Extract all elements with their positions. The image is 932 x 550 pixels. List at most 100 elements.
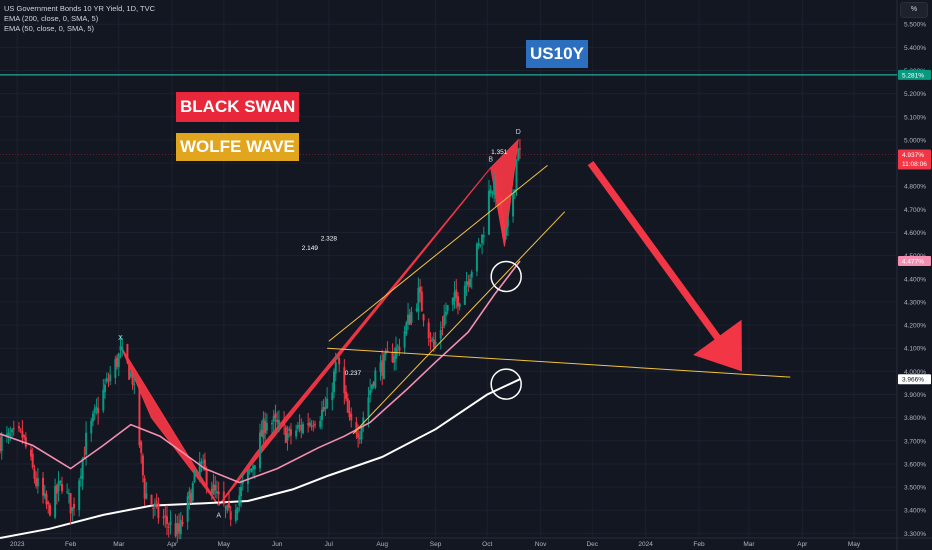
candle-body <box>78 480 81 510</box>
candle-body <box>512 193 515 217</box>
candle-body <box>150 494 153 506</box>
candle-body <box>157 502 160 519</box>
candle-body <box>410 311 413 323</box>
candle-body <box>458 303 461 307</box>
candle-body <box>362 417 365 426</box>
candle-body <box>116 357 119 367</box>
candle-body <box>481 234 484 244</box>
wolfe-wave-label[interactable]: WOLFE WAVE <box>176 133 299 161</box>
black-swan-ab-triangle[interactable] <box>218 167 492 506</box>
candle-body <box>24 437 27 447</box>
ema50-legend[interactable]: EMA (50, close, 0, SMA, 5) <box>4 24 95 33</box>
candle-body <box>381 360 384 376</box>
candle-body <box>81 458 84 480</box>
candle-body <box>396 345 399 347</box>
candle-body <box>179 519 182 535</box>
candle-body <box>453 292 456 302</box>
candle-body <box>169 521 172 526</box>
current-price-tag-bg <box>898 149 931 170</box>
pivot-label-b: B <box>488 157 493 164</box>
candle-body <box>188 490 191 499</box>
candle-body <box>23 435 26 438</box>
candle-body <box>314 423 317 425</box>
candle-body <box>451 297 454 305</box>
candle-body <box>73 504 76 509</box>
candle-body <box>93 408 96 414</box>
pivot-labels: X A B D <box>118 129 521 520</box>
candle-body <box>515 160 518 191</box>
candle-body <box>214 485 217 491</box>
candle-body <box>79 476 82 479</box>
wolfe-line-3[interactable] <box>327 347 791 378</box>
candle-body <box>190 493 193 504</box>
x-tick-label: Apr <box>797 541 808 548</box>
candle-body <box>443 315 446 327</box>
x-tick-label: 2023 <box>10 541 25 548</box>
candle-body <box>0 435 3 451</box>
wolfe-wave-lines[interactable] <box>327 164 791 435</box>
candle-body <box>129 372 132 377</box>
x-tick-label: Dec <box>586 541 598 548</box>
candle-body <box>166 516 169 524</box>
candle-body <box>419 286 422 293</box>
x-tick-label: Oct <box>482 541 492 548</box>
price-tags: 5.281% 4.937% 11:08:06 4.477% 3.966% <box>898 69 931 385</box>
candle-body <box>407 314 410 324</box>
highlight-circle-2[interactable] <box>490 368 522 400</box>
candle-body <box>517 148 520 161</box>
candle-body <box>302 424 305 434</box>
candle-body <box>398 346 401 351</box>
candle-body <box>155 501 158 503</box>
candle-body <box>277 420 280 425</box>
candle-body <box>7 432 10 436</box>
candle-body <box>205 469 208 487</box>
x-tick-label: 2024 <box>638 541 653 548</box>
candle-body <box>114 359 117 379</box>
black-swan-bd-triangle[interactable] <box>490 138 519 247</box>
down-arrow[interactable] <box>587 161 742 372</box>
x-tick-labels: 2023 Feb Mar Apr May Jun Jul Aug Sep Oct Nov Dec 202… <box>10 541 861 548</box>
wolfe-line-1[interactable] <box>328 164 548 342</box>
candle-body <box>374 370 377 388</box>
candle-body <box>67 493 70 495</box>
wolfe-line-2[interactable] <box>352 211 566 435</box>
candle-body <box>258 432 261 469</box>
target-arrow[interactable] <box>587 161 742 372</box>
candle-body <box>248 469 251 471</box>
black-swan-label[interactable]: BLACK SWAN <box>176 92 300 122</box>
black-swan-xa-triangle[interactable] <box>120 345 220 506</box>
percent-scale-button[interactable]: % <box>900 2 928 18</box>
candle-body <box>200 462 203 464</box>
highlight-circles[interactable] <box>490 260 522 400</box>
candle-body <box>57 481 60 492</box>
candle-body <box>429 340 432 342</box>
current-price-tag: 4.937% <box>902 152 924 159</box>
candle-body <box>394 347 397 359</box>
candle-body <box>198 461 201 476</box>
chart-title[interactable]: US Government Bonds 10 YR Yield, 1D, TVC <box>4 4 156 13</box>
candle-body <box>300 425 303 431</box>
candle-body <box>463 285 466 305</box>
candle-body <box>324 406 327 410</box>
candle-body <box>439 330 442 339</box>
x-tick-label: Feb <box>65 541 77 548</box>
candle-body <box>17 426 20 429</box>
candle-body <box>379 362 382 372</box>
ema200-legend[interactable]: EMA (200, close, 0, SMA, 5) <box>4 14 99 23</box>
y-tick-label: 3.600% <box>904 461 926 468</box>
candle-body <box>141 455 144 476</box>
horizontal-line[interactable] <box>0 74 897 155</box>
candle-body <box>370 384 373 390</box>
candle-body <box>102 389 105 411</box>
candle-body <box>369 390 372 396</box>
candle-body <box>350 413 353 421</box>
y-tick-label: 3.500% <box>904 485 926 492</box>
candle-body <box>288 428 291 431</box>
candle-body <box>69 493 72 514</box>
highlight-circle-1[interactable] <box>490 260 522 293</box>
black-swan-pattern[interactable] <box>120 138 519 506</box>
us10y-label[interactable]: US10Y <box>526 40 588 68</box>
y-tick-label: 4.800% <box>904 184 926 191</box>
